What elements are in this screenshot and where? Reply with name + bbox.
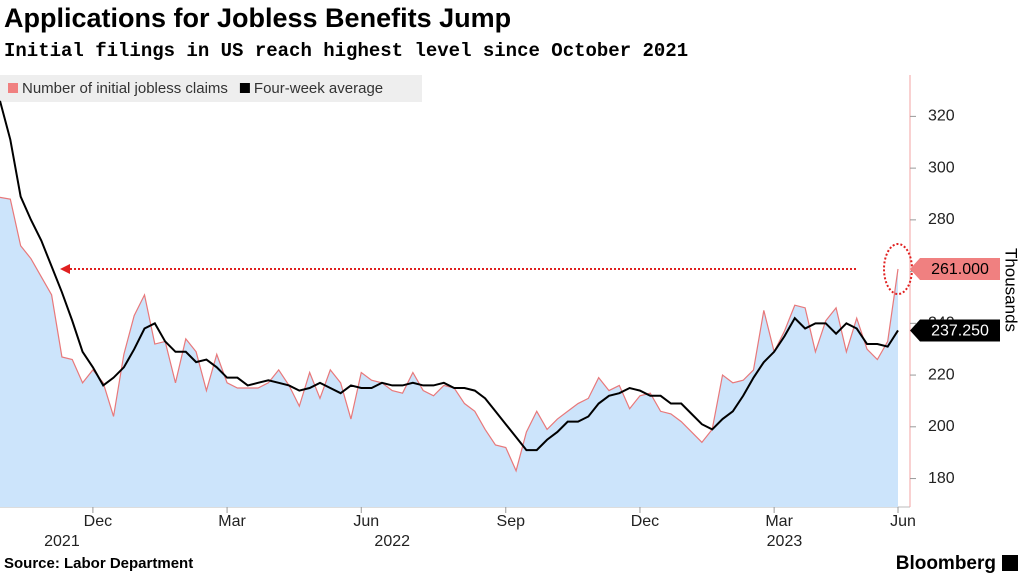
value-label: 237.250 [931, 323, 989, 340]
value-label: 261.000 [931, 261, 989, 278]
y-tick-label: 220 [928, 366, 955, 383]
legend-label: Four-week average [254, 80, 383, 97]
source: Source: Labor Department [4, 555, 193, 572]
y-tick-label: 300 [928, 159, 955, 176]
y-tick-label: 180 [928, 470, 955, 487]
y-tick-label: 280 [928, 211, 955, 228]
x-tick-label: Mar [218, 513, 246, 530]
value-label-box [910, 319, 1000, 342]
brand: Bloomberg [896, 553, 996, 574]
line [0, 100, 899, 452]
x-tick-label: Jun [890, 513, 916, 530]
y-axis-label: Thousands [1002, 248, 1021, 332]
legend-background [0, 75, 422, 102]
chart-subtitle: Initial filings in US reach highest leve… [4, 40, 688, 62]
line [0, 196, 899, 473]
chart-title: Applications for Jobless Benefits Jump [4, 3, 511, 33]
y-tick-label: 200 [928, 418, 955, 435]
x-year-label: 2021 [44, 533, 80, 550]
annotation-arrowhead [60, 264, 70, 275]
legend-label: Number of initial jobless claims [22, 80, 228, 97]
value-label-box [910, 258, 1000, 281]
x-tick-label: Dec [84, 513, 112, 530]
x-tick-label: Dec [631, 513, 659, 530]
legend-swatch [239, 83, 250, 93]
y-tick-label: 320 [928, 108, 955, 125]
x-tick-label: Mar [765, 513, 793, 530]
x-year-label: 2023 [767, 533, 803, 550]
legend-swatch [8, 83, 18, 93]
brand-icon [1002, 555, 1018, 571]
x-tick-label: Sep [497, 513, 526, 530]
x-tick-label: Jun [353, 513, 379, 530]
x-year-label: 2022 [374, 533, 410, 550]
area [0, 197, 898, 508]
